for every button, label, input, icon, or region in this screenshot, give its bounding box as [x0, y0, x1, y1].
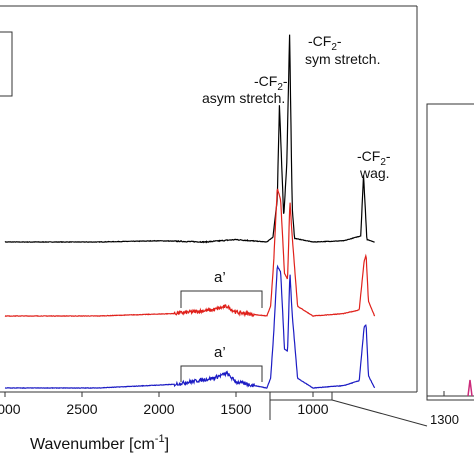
x-tick-layer: 3000 2500 2000 1500 1000	[0, 392, 329, 417]
series-layer	[4, 34, 376, 390]
asym-stretch-annotation-line1: -CF2-	[254, 73, 288, 93]
inset-spectrum-mark	[467, 379, 473, 397]
x-tick-label: 2500	[66, 401, 97, 417]
legend-box	[0, 31, 13, 97]
spectrum-line-1	[4, 34, 375, 244]
zoom-bracket	[269, 392, 333, 401]
inset-tick-label: 1300	[430, 412, 459, 427]
a-prime-label-red: a’	[214, 269, 226, 286]
spectrum-line-3	[4, 264, 376, 390]
wag-annotation-line2: wag.	[359, 165, 390, 181]
spectrum-line-2	[4, 188, 376, 318]
x-tick-label: 2000	[143, 401, 174, 417]
sym-stretch-annotation-line1: -CF2-	[308, 33, 342, 53]
wag-annotation-line1: -CF2-	[357, 148, 391, 168]
zoom-connector-2	[331, 399, 428, 427]
x-tick-label: 1000	[297, 401, 328, 417]
x-axis-label: Wavenumber [cm-1]	[30, 433, 169, 453]
x-tick-label: 1500	[220, 401, 251, 417]
inset-panel	[426, 103, 474, 401]
sym-stretch-annotation-line2: sym stretch.	[305, 51, 380, 67]
a-prime-bracket-blue	[180, 365, 263, 382]
asym-stretch-annotation-line2: asym stretch.	[202, 90, 285, 106]
a-prime-bracket-red	[180, 290, 263, 308]
a-prime-label-blue: a’	[214, 344, 226, 361]
x-tick-label: 3000	[0, 401, 21, 417]
